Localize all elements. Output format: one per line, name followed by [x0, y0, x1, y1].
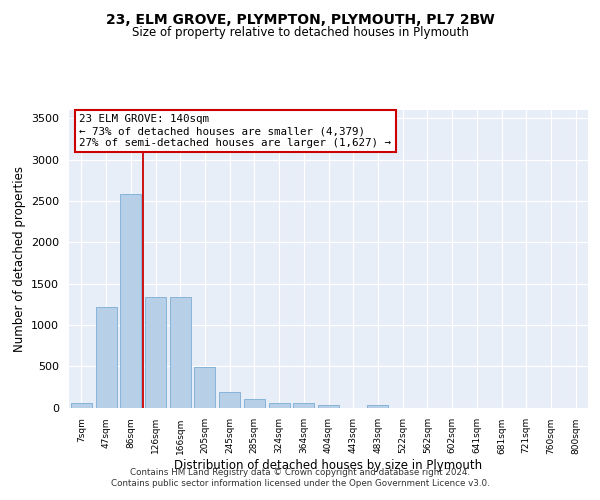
Bar [95, 306, 116, 408]
Bar [71, 403, 92, 407]
Text: 23 ELM GROVE: 140sqm
← 73% of detached houses are smaller (4,379)
27% of semi-de: 23 ELM GROVE: 140sqm ← 73% of detached h… [79, 114, 391, 148]
Text: Contains HM Land Registry data © Crown copyright and database right 2024.
Contai: Contains HM Land Registry data © Crown c… [110, 468, 490, 487]
Bar [367, 405, 388, 407]
Bar [318, 405, 339, 407]
Bar [194, 367, 215, 408]
Bar [293, 404, 314, 407]
Bar [244, 399, 265, 407]
Text: 23, ELM GROVE, PLYMPTON, PLYMOUTH, PL7 2BW: 23, ELM GROVE, PLYMPTON, PLYMOUTH, PL7 2… [106, 12, 494, 26]
Bar [120, 194, 141, 408]
X-axis label: Distribution of detached houses by size in Plymouth: Distribution of detached houses by size … [175, 459, 482, 472]
Bar [269, 404, 290, 407]
Bar [145, 297, 166, 408]
Bar [219, 392, 240, 407]
Y-axis label: Number of detached properties: Number of detached properties [13, 166, 26, 352]
Text: Size of property relative to detached houses in Plymouth: Size of property relative to detached ho… [131, 26, 469, 39]
Bar [170, 297, 191, 408]
